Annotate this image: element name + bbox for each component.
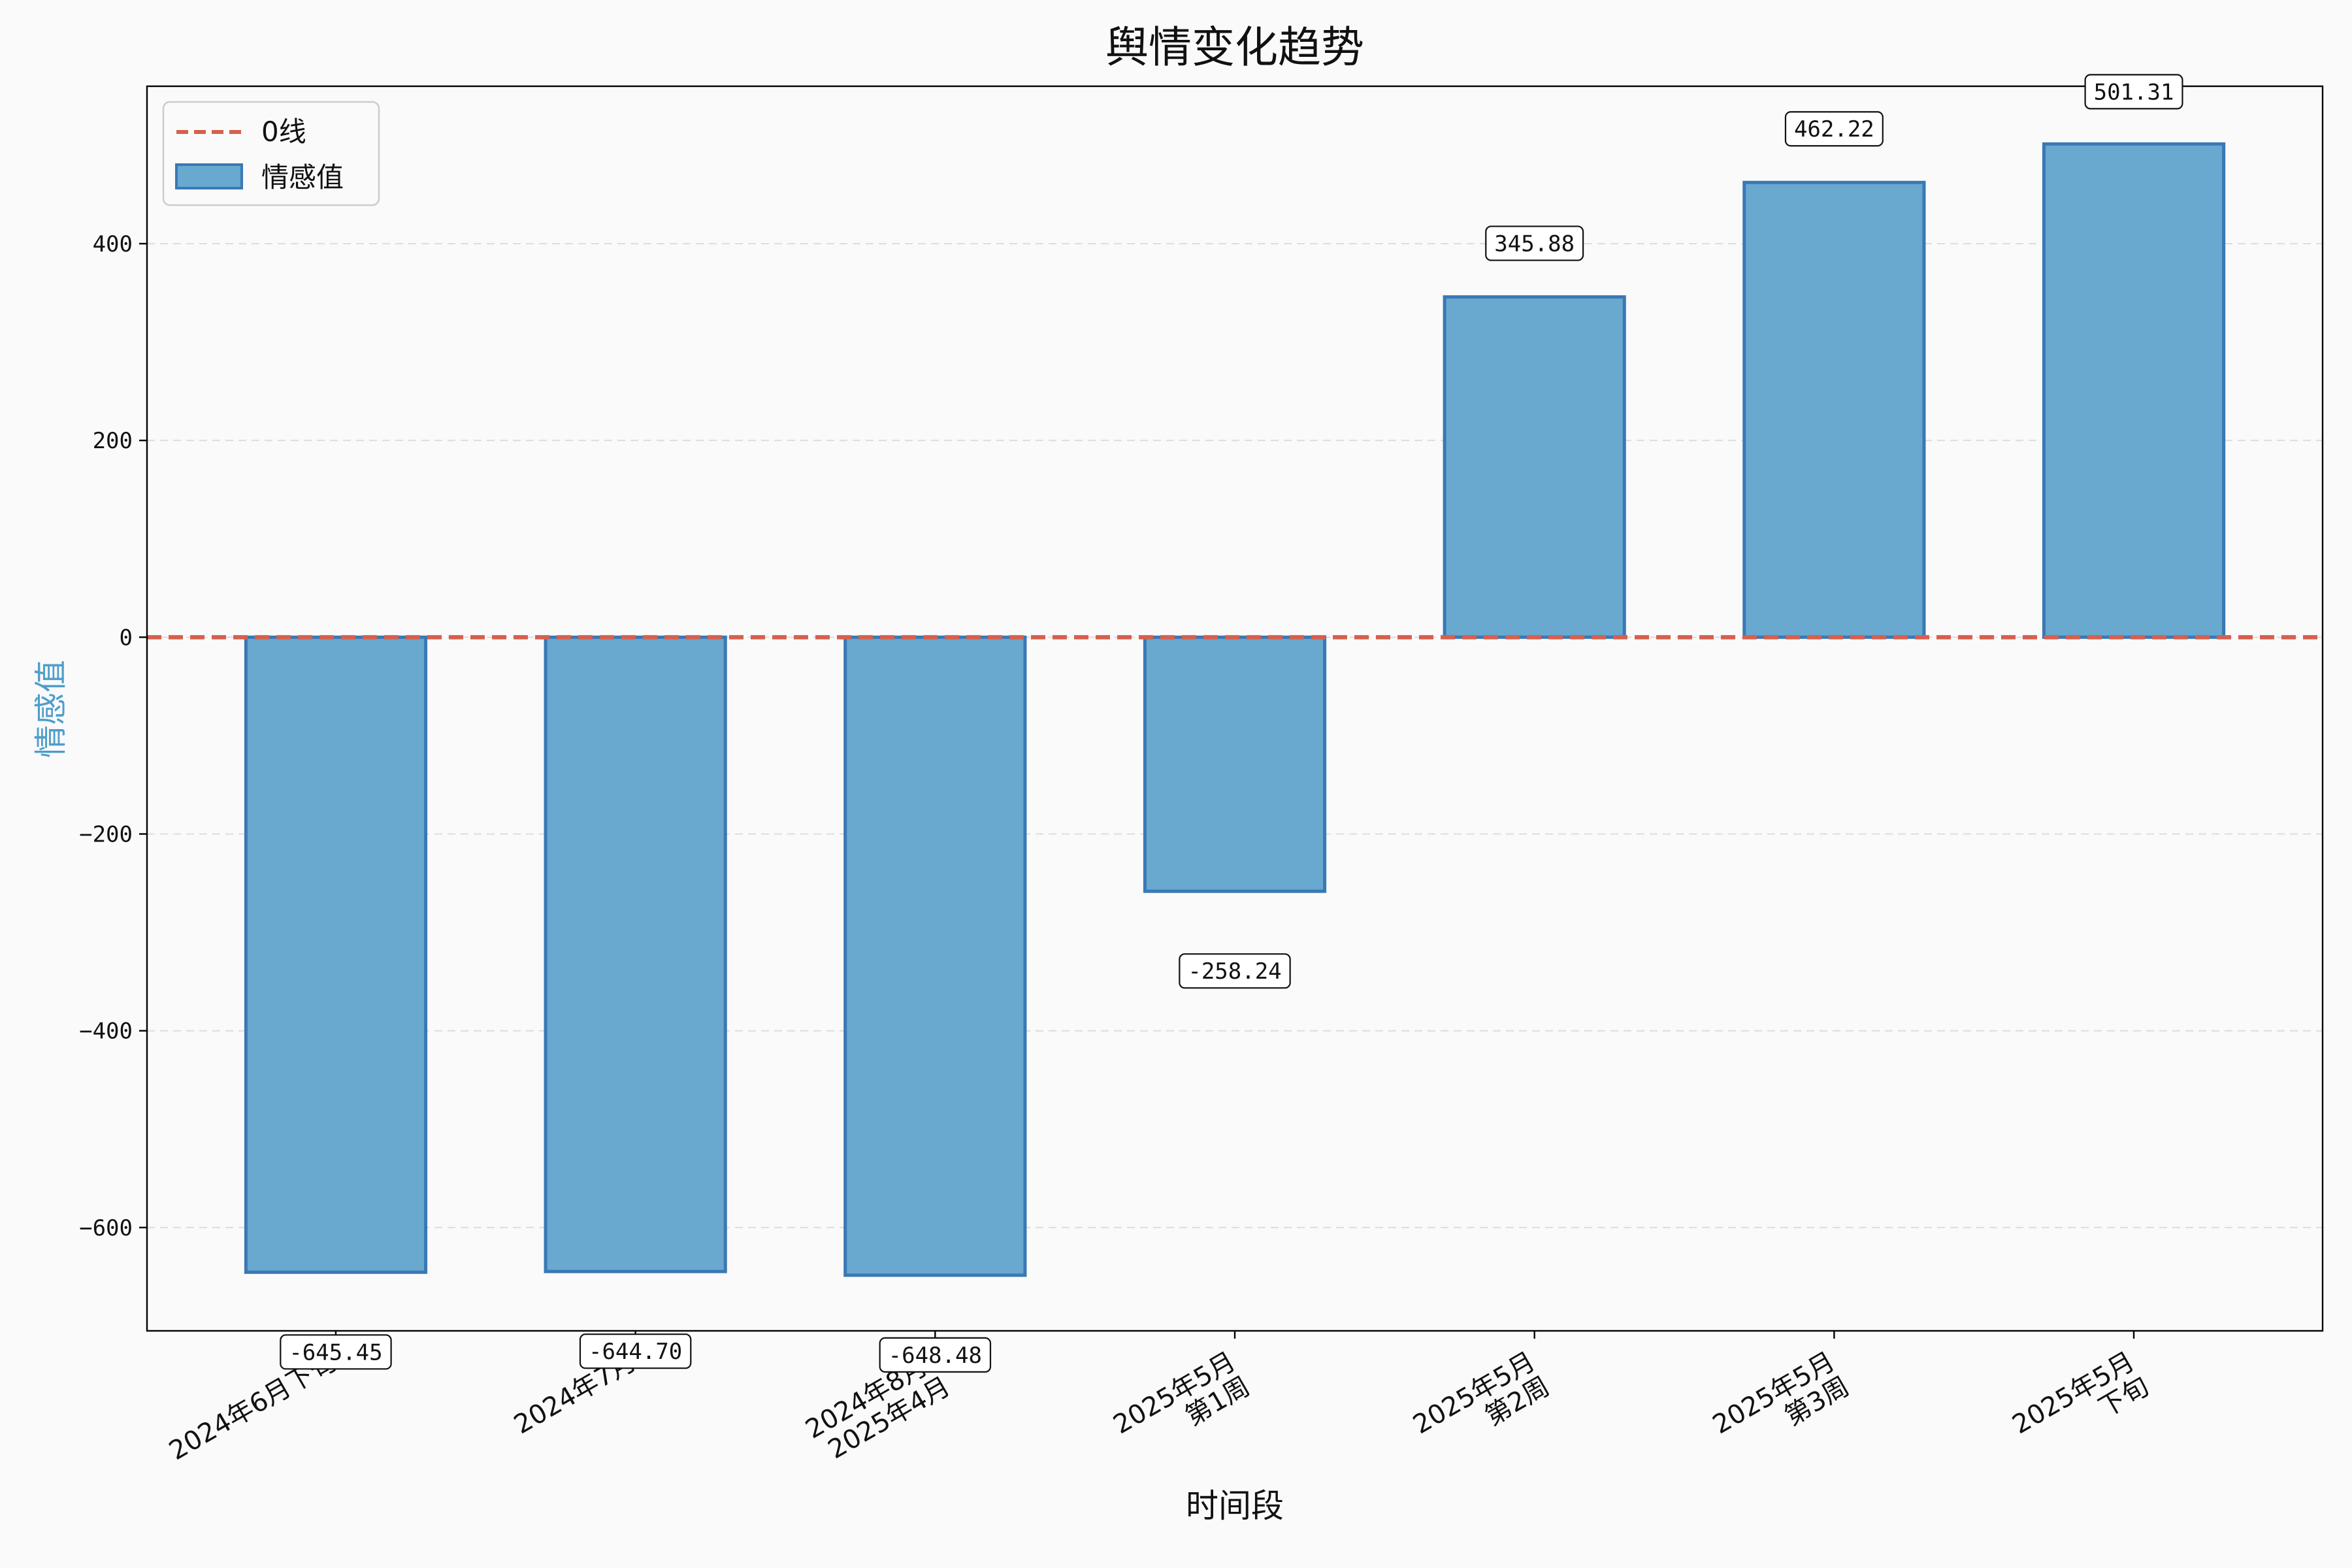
value-label: -648.48 <box>879 1337 992 1373</box>
value-label-box <box>2084 74 2183 110</box>
bar <box>843 635 1027 1277</box>
y-tick-label: −200 <box>79 822 133 848</box>
value-label-box <box>1179 953 1291 989</box>
value-label-box <box>280 1334 392 1370</box>
value-labels: -645.45 -644.70 -648.48 -258.24 345.88 462.22… <box>280 74 2183 1373</box>
value-label-text: -645.45 <box>289 1339 382 1365</box>
value-label-text: -648.48 <box>889 1343 982 1369</box>
y-tick-label: 200 <box>93 428 133 454</box>
value-label: -258.24 <box>1179 953 1291 989</box>
legend-bar-swatch <box>175 163 243 189</box>
value-label-text: -258.24 <box>1188 958 1281 985</box>
value-label: 345.88 <box>1485 225 1584 261</box>
value-label: 462.22 <box>1784 111 1884 147</box>
y-axis: −600 −400 −200 0 200 400 <box>79 231 147 1241</box>
y-tick-label: 0 <box>120 625 133 651</box>
value-label: -644.70 <box>579 1333 692 1369</box>
value-label: 501.31 <box>2084 74 2183 110</box>
value-label-text: -644.70 <box>589 1339 682 1365</box>
y-axis-title: 情感值 <box>32 660 70 758</box>
bar <box>544 635 727 1273</box>
legend: 0线 情感值 <box>162 101 380 206</box>
chart-title: 舆情变化趋势 <box>1105 22 1364 73</box>
y-tick-label: −600 <box>79 1215 133 1241</box>
bar <box>2042 142 2226 639</box>
value-label-box <box>1485 225 1584 261</box>
value-label: -645.45 <box>280 1334 392 1370</box>
bar <box>1143 635 1327 893</box>
value-label-box <box>579 1333 692 1369</box>
value-label-text: 345.88 <box>1494 231 1575 257</box>
value-label-text: 462.22 <box>1794 116 1874 142</box>
x-axis-title: 时间段 <box>1186 1487 1284 1525</box>
y-tick-label: 400 <box>93 231 133 257</box>
y-tick-label: −400 <box>79 1019 133 1045</box>
legend-bar-label: 情感值 <box>261 161 344 193</box>
bar <box>1443 295 1626 639</box>
value-label-box <box>1784 111 1884 147</box>
bar <box>1742 180 1926 639</box>
legend-zero-line-label: 0线 <box>261 116 306 148</box>
bar <box>244 635 428 1274</box>
bars <box>244 142 2226 1277</box>
value-label-text: 501.31 <box>2094 79 2174 105</box>
value-label-box <box>879 1337 992 1373</box>
